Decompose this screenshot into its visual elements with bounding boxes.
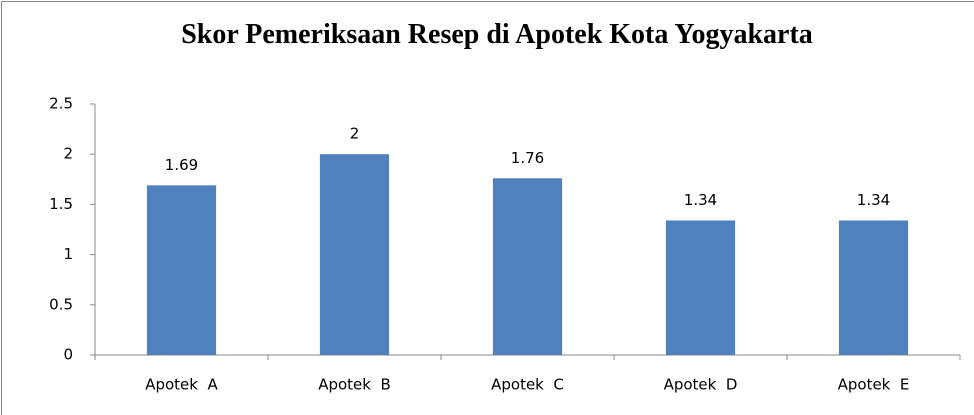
bar	[665, 220, 736, 355]
data-label: 2	[350, 125, 360, 143]
y-tick-label: 1	[63, 245, 73, 263]
bar	[319, 154, 390, 355]
data-label: 1.34	[857, 191, 890, 209]
x-tick-label: Apotek E	[838, 376, 910, 394]
chart-title: Skor Pemeriksaan Resep di Apotek Kota Yo…	[181, 19, 813, 50]
bar	[146, 185, 217, 355]
x-tick-label: Apotek C	[491, 376, 564, 394]
y-tick-label: 2.5	[49, 95, 73, 113]
x-tick-label: Apotek B	[318, 376, 391, 394]
y-tick-label: 0	[63, 346, 73, 364]
y-tick-label: 0.5	[49, 295, 73, 313]
x-tick-label: Apotek D	[664, 376, 738, 394]
y-tick-label: 1.5	[49, 195, 73, 213]
bar	[838, 220, 909, 355]
data-label: 1.34	[684, 191, 717, 209]
y-tick-label: 2	[63, 145, 73, 163]
x-tick-label: Apotek A	[145, 376, 218, 394]
data-label: 1.76	[511, 149, 544, 167]
bar	[492, 178, 563, 355]
data-label: 1.69	[165, 156, 198, 174]
